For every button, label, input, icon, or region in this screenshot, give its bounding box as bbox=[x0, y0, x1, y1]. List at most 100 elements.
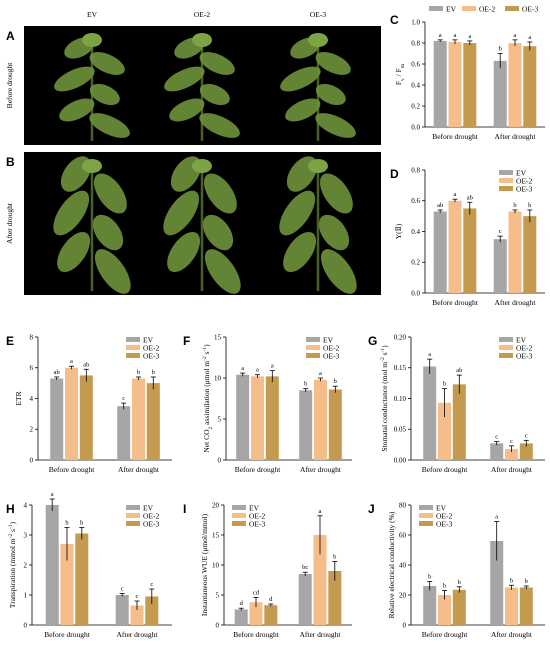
bar-ev-after bbox=[298, 574, 312, 625]
bar-ev-before bbox=[236, 374, 250, 460]
y-tick-label: 15 bbox=[212, 531, 220, 539]
significance-letter: b bbox=[443, 583, 446, 590]
significance-letter: b bbox=[152, 369, 155, 376]
x-category-label: After drought bbox=[118, 465, 160, 474]
y-tick-label: 0.00 bbox=[394, 456, 407, 464]
significance-letter: ab bbox=[467, 194, 473, 201]
significance-letter: c bbox=[122, 395, 125, 402]
bar-oe-2-before bbox=[438, 595, 451, 625]
significance-letter: b bbox=[80, 520, 83, 527]
legend-label: EV bbox=[143, 336, 154, 345]
x-category-label: After drought bbox=[494, 298, 536, 307]
y-tick-label: 0.6 bbox=[411, 60, 420, 68]
photo-row-label: Before drought bbox=[5, 62, 14, 109]
panel-letter: G bbox=[368, 334, 377, 348]
significance-letter: bc bbox=[302, 564, 308, 571]
legend-swatch bbox=[232, 521, 246, 526]
legend-swatch bbox=[429, 6, 443, 11]
y-axis-label: Instantaneous WUE (μmol/mmol) bbox=[200, 513, 209, 616]
bar-ev-after bbox=[299, 390, 313, 460]
legend-swatch bbox=[499, 345, 513, 350]
significance-letter: b bbox=[499, 46, 502, 53]
bar-oe-2-before bbox=[249, 602, 263, 625]
y-tick-label: 20 bbox=[212, 501, 220, 509]
bar-oe-3-before bbox=[79, 375, 93, 460]
y-tick-label: 0.6 bbox=[411, 197, 420, 205]
bar-oe-3-after bbox=[519, 443, 533, 460]
legend-label: OE-3 bbox=[143, 352, 159, 361]
significance-letter: b bbox=[334, 378, 337, 385]
legend-label: OE-2 bbox=[323, 344, 339, 353]
y-tick-label: 0 bbox=[24, 621, 28, 629]
significance-letter: ab bbox=[54, 369, 60, 376]
legend-swatch bbox=[419, 521, 433, 526]
legend-swatch bbox=[126, 521, 140, 526]
legend-label: EV bbox=[249, 504, 260, 513]
chart-panel-e: E 0 2 4 6 8 ETR Before drought ab a ab After drough… bbox=[6, 333, 172, 474]
legend-label: OE-3 bbox=[516, 185, 532, 194]
significance-letter: d bbox=[240, 600, 244, 607]
significance-letter: a bbox=[454, 191, 457, 198]
legend-label: EV bbox=[516, 169, 527, 178]
bar-oe-2-after bbox=[313, 535, 327, 625]
y-tick-label: 0.2 bbox=[411, 102, 420, 110]
significance-letter: a bbox=[51, 491, 54, 498]
legend-label: OE-2 bbox=[516, 177, 532, 186]
legend-swatch bbox=[505, 6, 519, 11]
bar-oe-2-before bbox=[251, 376, 264, 460]
y-tick-label: 5 bbox=[218, 415, 222, 423]
y-tick-label: 0.8 bbox=[411, 166, 420, 174]
y-tick-label: 8 bbox=[30, 333, 34, 341]
legend-swatch bbox=[126, 513, 140, 518]
significance-letter: a bbox=[468, 33, 471, 40]
y-tick-label: 5 bbox=[216, 591, 220, 599]
bar-oe-3-before bbox=[452, 589, 466, 625]
y-axis-label: ETR bbox=[14, 391, 23, 405]
significance-letter: c bbox=[136, 593, 139, 600]
legend-label: EV bbox=[516, 336, 527, 345]
bar-ev-before bbox=[423, 586, 437, 625]
y-tick-label: 0.8 bbox=[411, 39, 420, 47]
significance-letter: c bbox=[121, 586, 124, 593]
legend-label: OE-2 bbox=[249, 512, 265, 521]
significance-letter: a bbox=[319, 508, 322, 515]
y-tick-label: 0.4 bbox=[411, 228, 420, 236]
significance-letter: a bbox=[454, 32, 457, 39]
bar-oe-2-after bbox=[508, 211, 522, 293]
bar-oe-3-after bbox=[328, 389, 342, 460]
bar-ev-after bbox=[490, 443, 504, 460]
y-tick-label: 1 bbox=[24, 591, 28, 599]
legend-swatch bbox=[306, 345, 320, 350]
legend-label: OE-2 bbox=[516, 344, 532, 353]
bar-oe-2-after bbox=[132, 378, 145, 460]
legend-label: OE-3 bbox=[143, 520, 159, 529]
y-tick-label: 0.0 bbox=[411, 123, 420, 131]
panel-letter: D bbox=[390, 167, 399, 181]
legend-swatch bbox=[499, 337, 513, 342]
photo-row-label: After drought bbox=[5, 202, 14, 244]
significance-letter: a bbox=[241, 365, 244, 372]
x-category-label: Before drought bbox=[422, 465, 469, 474]
significance-letter: b bbox=[443, 381, 446, 388]
y-tick-label: 2 bbox=[24, 561, 28, 569]
bar-ev-before bbox=[234, 609, 248, 625]
legend-swatch bbox=[126, 337, 140, 342]
bar-ev-after bbox=[117, 406, 131, 460]
bar-oe-3-before bbox=[463, 208, 477, 293]
bar-oe-2-after bbox=[505, 448, 518, 460]
photo-panel-a: A Before drought bbox=[5, 26, 381, 145]
bar-ev-after bbox=[493, 60, 507, 127]
significance-letter: c bbox=[499, 228, 502, 235]
significance-letter: ab bbox=[456, 367, 462, 374]
panel-letter: I bbox=[183, 502, 186, 516]
bar-oe-3-before bbox=[452, 384, 466, 460]
significance-letter: c bbox=[495, 434, 498, 441]
bar-oe-2-after bbox=[130, 605, 144, 625]
legend-swatch bbox=[126, 345, 140, 350]
y-tick-label: 2 bbox=[30, 426, 34, 434]
bar-oe-3-after bbox=[145, 596, 159, 625]
